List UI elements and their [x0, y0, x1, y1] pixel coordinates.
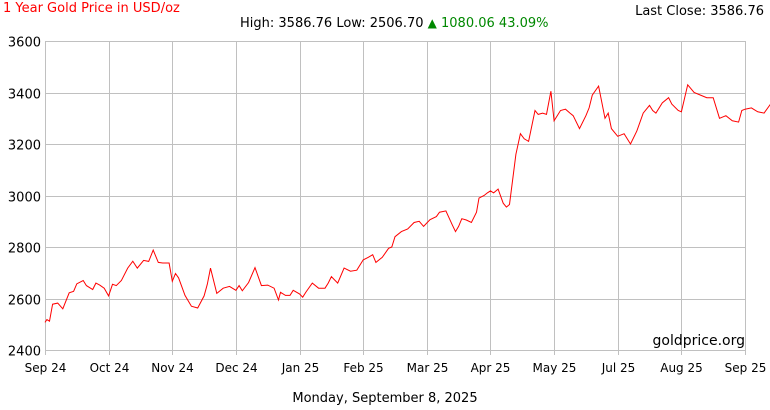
x-tick-label: Dec 24: [215, 361, 257, 375]
change-value: 1080.06: [441, 16, 495, 31]
y-tick-label: 2800: [8, 242, 41, 257]
x-axis: Sep 24 Oct 24 Nov 24 Dec 24 Jan 25 Feb 25 Mar …: [25, 361, 767, 375]
x-tick-label: May 25: [533, 361, 577, 375]
high-label: High:: [240, 16, 275, 31]
x-tick-label: Feb 25: [343, 361, 383, 375]
chart-title: 1 Year Gold Price in USD/oz: [3, 1, 180, 16]
y-tick-label: 3600: [8, 36, 41, 51]
change-percent: 43.09%: [498, 16, 549, 31]
y-tick-label: 3000: [8, 191, 41, 206]
last-close-label: Last Close:: [635, 4, 707, 19]
x-tick-label: Mar 25: [407, 361, 449, 375]
x-tick-label: Jan 25: [281, 361, 320, 375]
x-tick-label: Nov 24: [151, 361, 194, 375]
watermark: goldprice.org: [652, 333, 745, 349]
y-axis: 2400 2600 2800 3000 3200 3400 3600: [8, 36, 41, 360]
x-tick-label: Oct 24: [90, 361, 130, 375]
price-stats: High: 3586.76 Low: 2506.70 ▲ 1080.06 43.…: [240, 16, 549, 31]
x-tick-label: Aug 25: [660, 361, 703, 375]
last-close-value: 3586.76: [710, 4, 764, 19]
high-value: 3586.76: [278, 16, 333, 31]
low-label: Low:: [336, 16, 366, 31]
y-tick-label: 3200: [8, 139, 41, 154]
x-tick-label: Sep 24: [25, 361, 67, 375]
price-line: [44, 83, 770, 323]
chart-grid: [45, 41, 746, 355]
low-value: 2506.70: [369, 16, 424, 31]
x-tick-label: Jul 25: [601, 361, 636, 375]
current-date: Monday, September 8, 2025: [292, 391, 478, 406]
y-tick-label: 3400: [8, 88, 41, 103]
x-tick-label: Sep 25: [725, 361, 767, 375]
up-arrow-icon: ▲: [427, 16, 437, 30]
last-close: Last Close: 3586.76: [635, 4, 764, 19]
x-tick-label: Apr 25: [471, 361, 511, 375]
y-tick-label: 2400: [8, 345, 41, 360]
y-tick-label: 2600: [8, 294, 41, 309]
